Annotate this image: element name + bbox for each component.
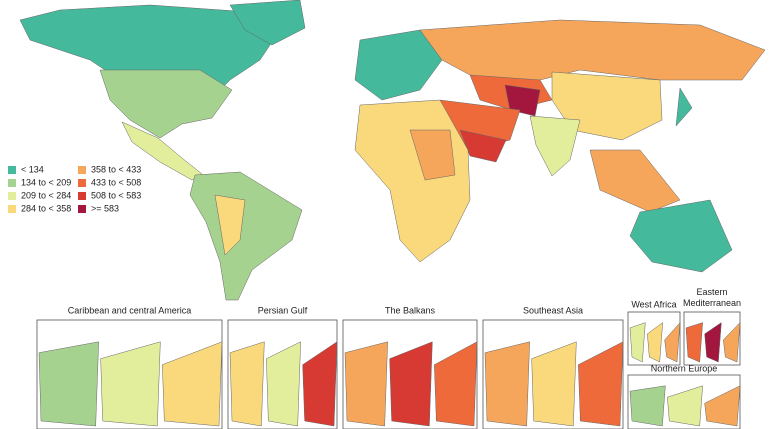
region (578, 341, 624, 427)
legend-label: < 134 (21, 164, 44, 174)
region (354, 99, 471, 263)
region (484, 341, 530, 427)
region (723, 321, 741, 363)
region (434, 341, 478, 427)
legend-label: >= 583 (91, 203, 119, 213)
inset-title: The Balkans (385, 305, 436, 315)
legend-label: 284 to < 358 (21, 203, 71, 213)
region (100, 341, 161, 427)
region (629, 322, 646, 363)
legend-swatch (8, 192, 16, 200)
region (229, 0, 306, 46)
inset-title: Northern Europe (651, 363, 718, 373)
legend-swatch (8, 205, 16, 213)
inset-title: West Africa (631, 299, 676, 309)
region (344, 341, 388, 427)
legend-swatch (78, 205, 86, 213)
region (647, 322, 663, 363)
inset-title: Eastern Mediterranean (683, 287, 741, 308)
legend-swatch (8, 179, 16, 187)
inset-title: Persian Gulf (258, 305, 308, 315)
region (704, 322, 722, 363)
inset-title: Southeast Asia (523, 305, 583, 315)
region (229, 341, 265, 427)
region (589, 149, 681, 213)
region (99, 69, 233, 139)
region (38, 341, 99, 427)
region (685, 322, 703, 363)
insets: Caribbean and central America Persian Gul… (36, 287, 741, 429)
region (162, 341, 223, 427)
legend: < 134 134 to < 209 209 to < 284 284 to < 35… (8, 164, 141, 213)
inset-title: Caribbean and central America (68, 305, 192, 315)
region (389, 341, 433, 427)
legend-swatch (78, 179, 86, 187)
region (504, 84, 541, 117)
region (214, 194, 246, 256)
region (667, 385, 703, 427)
region (675, 87, 693, 127)
region (629, 385, 666, 427)
region (302, 341, 338, 427)
legend-swatch (78, 192, 86, 200)
legend-label: 433 to < 508 (91, 177, 141, 187)
region (266, 341, 301, 427)
region (629, 199, 733, 273)
legend-label: 209 to < 284 (21, 190, 71, 200)
region (189, 171, 303, 301)
region (704, 385, 741, 427)
legend-label: 508 to < 583 (91, 190, 141, 200)
region (664, 321, 681, 363)
region (529, 115, 581, 177)
legend-swatch (8, 166, 16, 174)
legend-label: 134 to < 209 (21, 177, 71, 187)
world-map (19, 0, 766, 301)
region (409, 129, 456, 181)
legend-label: 358 to < 433 (91, 164, 141, 174)
region (531, 341, 577, 427)
legend-swatch (78, 166, 86, 174)
